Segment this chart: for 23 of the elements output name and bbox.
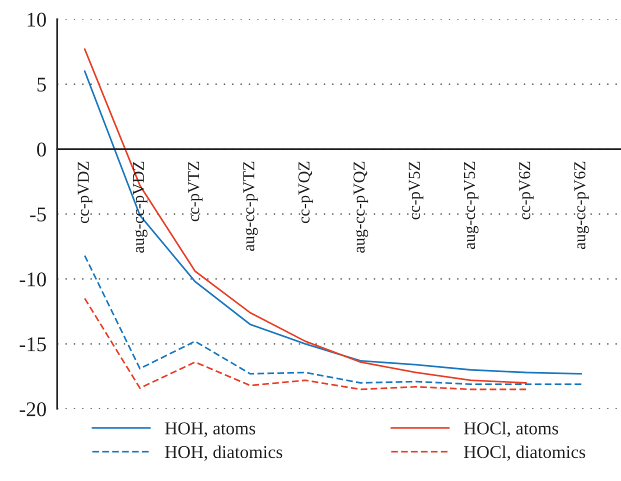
- y-tick-label: 10: [28, 12, 46, 27]
- x-tick-label: cc-pV5Z: [408, 162, 424, 220]
- legend-label: HOH, diatomics: [165, 445, 282, 461]
- y-tick-label: 5: [38, 78, 46, 92]
- x-tick-label: aug-cc-pVDZ: [132, 162, 148, 253]
- legend-label: HOCl, diatomics: [464, 445, 586, 461]
- legend-label: HOCl, atoms: [464, 422, 558, 438]
- x-tick-label: aug-cc-pVTZ: [243, 162, 258, 251]
- x-tick-label: aug-cc-pVQZ: [354, 162, 368, 253]
- x-tick-label: aug-cc-pV6Z: [574, 162, 589, 250]
- y-tick-label: 0: [37, 142, 46, 157]
- legend-label: HOH, atoms: [165, 422, 256, 438]
- y-tick-label: -5: [30, 208, 46, 222]
- x-tick-label: aug-cc-pV5Z: [464, 162, 478, 250]
- line-series: [84, 254, 582, 386]
- y-tick-label: -20: [20, 402, 46, 416]
- x-tick-label: cc-pVDZ: [78, 162, 92, 224]
- x-tick-label: cc-pVTZ: [188, 162, 203, 222]
- y-tick-label: -15: [20, 337, 46, 352]
- line-series: [84, 298, 527, 390]
- x-tick-label: cc-pV6Z: [519, 162, 534, 220]
- x-tick-label: cc-pVQZ: [298, 162, 313, 224]
- y-tick-label: -10: [20, 272, 46, 286]
